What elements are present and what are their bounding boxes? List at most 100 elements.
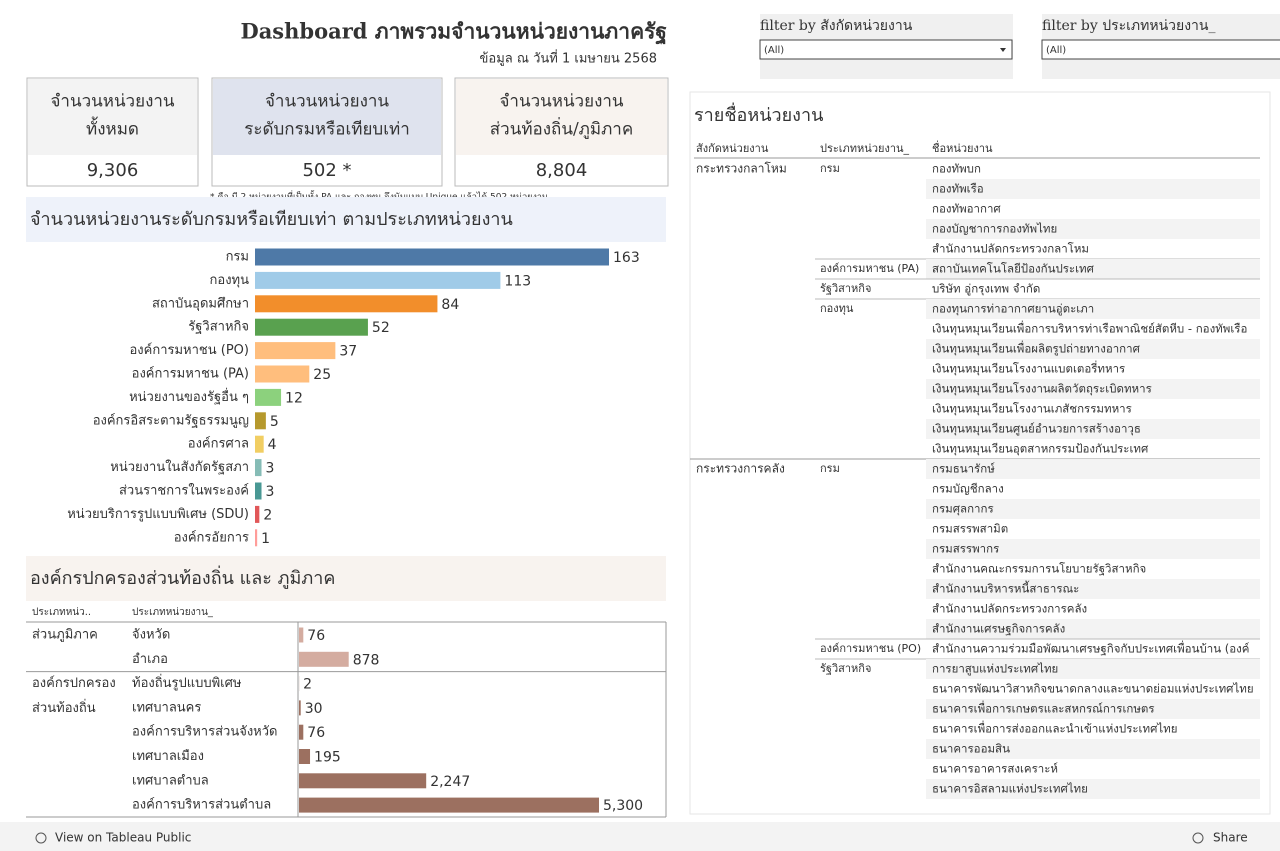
share-button[interactable]: Share	[1213, 831, 1248, 845]
kpi-label: จำนวนหน่วยงาน	[499, 92, 623, 112]
value-label: 3	[266, 461, 275, 477]
type: กรม	[820, 462, 840, 475]
list-header: ประเภทหน่วยงาน_	[820, 142, 910, 155]
type: องค์การมหาชน (PA)	[820, 262, 919, 275]
category-label: องค์กรอิสระตามรัฐธรรมนูญ	[93, 412, 249, 428]
unit-name: บริษัท อู่กรุงเทพ จำกัด	[932, 282, 1040, 296]
unit-name: ธนาคารเพื่อการเกษตรและสหกรณ์การเกษตร	[932, 701, 1155, 716]
ministry: กระทรวงกลาโหม	[696, 162, 787, 176]
value-label: 195	[314, 750, 341, 766]
filter-label: filter by ประเภทหน่วยงาน_	[1042, 18, 1216, 34]
value-label: 2	[303, 677, 312, 693]
unit-name: เงินทุนหมุนเวียนโรงงานแบตเตอรี่ทหาร	[932, 361, 1125, 376]
bar	[255, 365, 310, 383]
list-header: สังกัดหน่วยงาน	[696, 142, 769, 155]
unit-name: เงินทุนหมุนเวียนเพื่อผลิตรูปถ่ายทางอากาศ	[932, 341, 1141, 356]
category-label: องค์การมหาชน (PA)	[132, 366, 249, 382]
type: กรม	[820, 162, 840, 175]
value-label: 3	[266, 484, 275, 500]
bar	[255, 529, 258, 547]
unit-name: กองทัพบก	[932, 162, 981, 176]
row-band	[926, 659, 1260, 679]
bar	[299, 724, 304, 740]
footer-bar	[0, 822, 1280, 851]
row-band	[926, 379, 1260, 399]
bar	[255, 459, 262, 477]
group-label: องค์กรปกครอง	[32, 675, 116, 691]
unit-name: เงินทุนหมุนเวียนเพื่อการบริหารท่าเรือพาณ…	[932, 321, 1247, 336]
unit-name: ธนาคารเพื่อการส่งออกและนำเข้าแห่งประเทศไ…	[932, 721, 1177, 736]
value-label: 163	[613, 250, 640, 266]
category-label: หน่วยบริการรูปแบบพิเศษ (SDU)	[67, 507, 249, 522]
unit-name: กรมสรรพากร	[932, 542, 999, 556]
unit-name: ธนาคารอิสลามแห่งประเทศไทย	[932, 782, 1088, 796]
view-link[interactable]: View on Tableau Public	[55, 831, 191, 845]
bar	[255, 342, 336, 360]
unit-name: สำนักงานปลัดกระทรวงการคลัง	[932, 602, 1087, 616]
category-label: จังหวัด	[132, 628, 170, 643]
category-label: สถาบันอุดมศึกษา	[152, 296, 249, 311]
category-label: กรม	[226, 250, 249, 265]
category-label: องค์กรอัยการ	[174, 529, 249, 545]
category-label: องค์กรศาล	[188, 436, 249, 452]
unit-name: สำนักงานความร่วมมือพัฒนาเศรษฐกิจกับประเท…	[932, 641, 1249, 656]
category-label: ท้องถิ่นรูปแบบพิเศษ	[132, 674, 242, 691]
column-header: ประเภทหน่วยงาน_	[132, 607, 214, 618]
chart-header	[26, 197, 666, 242]
filter-value[interactable]: (All)	[764, 45, 784, 56]
unit-name: เงินทุนหมุนเวียนโรงงานผลิตวัตถุระเบิดทหา…	[932, 382, 1152, 396]
kpi-value: 8,804	[536, 160, 588, 181]
unit-name: ธนาคารอาคารสงเคราะห์	[932, 762, 1058, 776]
row-band	[926, 579, 1260, 599]
type: องค์การมหาชน (PO)	[820, 642, 921, 655]
value-label: 878	[353, 652, 380, 668]
unit-name: กองบัญชาการกองทัพไทย	[932, 222, 1057, 236]
bar	[255, 295, 438, 313]
unit-name: กรมศุลกากร	[932, 502, 994, 516]
category-label: เทศบาลตำบล	[132, 773, 209, 788]
unit-name: สำนักงานบริหารหนี้สาธารณะ	[932, 581, 1079, 596]
row-band	[926, 499, 1260, 519]
row-band	[926, 299, 1260, 319]
value-label: 30	[305, 701, 323, 717]
value-label: 4	[268, 437, 277, 453]
filter-value[interactable]: (All)	[1046, 45, 1066, 56]
kpi-header	[213, 79, 441, 155]
value-label: 76	[307, 628, 325, 644]
bar	[255, 388, 282, 406]
unit-name: สถาบันเทคโนโลยีป้องกันประเทศ	[932, 262, 1095, 276]
type: รัฐวิสาหกิจ	[820, 662, 871, 675]
value-label: 37	[339, 344, 357, 360]
group-label: ส่วนท้องถิ่น	[32, 699, 96, 716]
unit-name: กองทัพอากาศ	[932, 202, 1001, 216]
bar	[299, 651, 349, 667]
list-header: ชื่อหน่วยงาน	[932, 140, 993, 155]
ministry: กระทรวงการคลัง	[696, 462, 785, 476]
row-band	[926, 219, 1260, 239]
title: Dashboard ภาพรวมจำนวนหน่วยงานภาครัฐ	[240, 19, 667, 46]
bar	[299, 700, 301, 716]
subtitle: ข้อมูล ณ วันที่ 1 เมษายน 2568	[480, 50, 657, 67]
column-header: ประเภทหน่ว..	[32, 607, 91, 618]
share-icon	[1192, 832, 1204, 844]
filter-dropdown[interactable]	[1041, 39, 1280, 60]
bar	[255, 318, 368, 336]
bar	[255, 482, 262, 500]
kpi-label: จำนวนหน่วยงาน	[265, 92, 389, 112]
bar	[299, 797, 599, 813]
filter-label: filter by สังกัดหน่วยงาน	[760, 18, 913, 34]
unit-name: กองทัพเรือ	[932, 182, 984, 196]
category-label: ส่วนราชการในพระองค์	[119, 483, 249, 499]
row-band	[926, 779, 1260, 799]
value-label: 12	[285, 390, 303, 406]
value-label: 1	[261, 531, 270, 547]
filter-dropdown[interactable]	[759, 39, 1013, 60]
row-band	[926, 459, 1260, 479]
list-panel	[689, 91, 1271, 815]
value-label: 25	[313, 367, 331, 383]
chart-title: องค์กรปกครองส่วนท้องถิ่น และ ภูมิภาค	[30, 565, 335, 589]
unit-name: เงินทุนหมุนเวียนโรงงานเภสัชกรรมทหาร	[932, 402, 1132, 416]
value-label: 2	[263, 507, 272, 523]
group-label: ส่วนภูมิภาค	[32, 628, 98, 643]
row-band	[926, 619, 1260, 639]
